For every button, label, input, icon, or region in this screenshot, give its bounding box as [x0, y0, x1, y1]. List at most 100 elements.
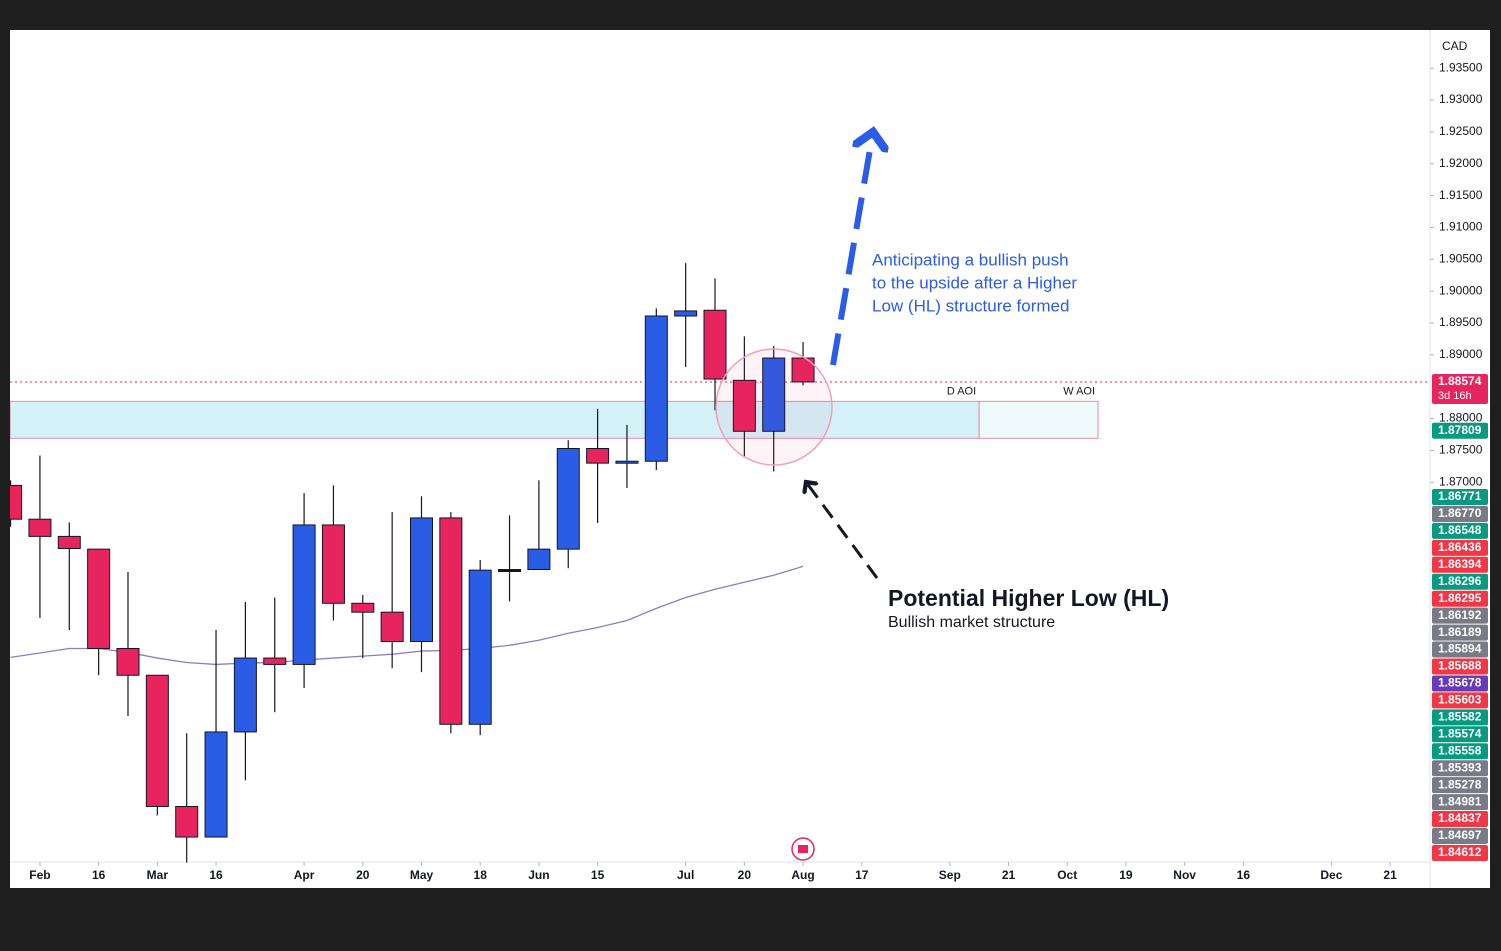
zone-label: D AOI — [947, 385, 976, 397]
x-tick-label: Aug — [791, 868, 814, 882]
candle-body — [116, 647, 140, 676]
flag-leaf — [798, 845, 808, 853]
price-label: 1.86436 — [1438, 540, 1482, 554]
x-tick-label: 16 — [209, 868, 223, 882]
x-tick-label: 20 — [356, 868, 370, 882]
x-tick-label: Apr — [294, 868, 315, 882]
price-label-box — [1432, 522, 1488, 539]
candle-body — [644, 315, 668, 462]
candle-body — [439, 517, 463, 725]
candle-body — [732, 379, 756, 432]
candle-body — [263, 657, 287, 665]
price-label-box — [1432, 777, 1488, 794]
plot-area — [10, 263, 1430, 863]
price-label: 1.85894 — [1438, 642, 1482, 656]
price-label: 1.84697 — [1438, 828, 1482, 842]
candle-body — [380, 611, 404, 642]
annotation-text: Anticipating a bullish push — [872, 250, 1069, 269]
price-label-box — [1432, 556, 1488, 573]
candle-body — [468, 569, 492, 725]
x-tick-label: May — [410, 868, 434, 882]
y-tick-label: 1.91000 — [1439, 220, 1483, 234]
price-label-box — [1432, 658, 1488, 675]
candle-body — [791, 357, 815, 383]
aoi-zone — [10, 400, 980, 439]
aoi-zone — [978, 400, 1099, 439]
price-label-box — [1432, 794, 1488, 811]
price-label: 1.86189 — [1438, 625, 1482, 639]
price-label-box — [1432, 489, 1488, 505]
y-tick-label: 1.91500 — [1439, 188, 1483, 202]
price-label: 1.86770 — [1438, 506, 1482, 520]
y-tick-label: 1.89500 — [1439, 315, 1483, 329]
y-tick-label: 1.87500 — [1439, 443, 1483, 457]
x-tick-label: 15 — [591, 868, 605, 882]
x-tick-label: Oct — [1057, 868, 1077, 882]
candle-body — [10, 484, 23, 520]
price-label-box — [1432, 422, 1488, 439]
x-tick-label: Jul — [677, 868, 694, 882]
price-label-box — [1432, 539, 1488, 556]
price-label: 1.86296 — [1438, 574, 1482, 588]
zone-label: W AOI — [1063, 385, 1095, 397]
candle-body — [57, 535, 81, 549]
price-label-box — [1432, 624, 1488, 641]
price-label: 1.85678 — [1438, 676, 1482, 690]
x-tick-label: Nov — [1173, 868, 1196, 882]
candle-body — [556, 447, 580, 550]
candle-body — [615, 460, 639, 464]
price-label-box — [1432, 692, 1488, 709]
y-tick-label: 1.92000 — [1439, 156, 1483, 170]
candle-body — [498, 569, 522, 573]
price-label: 1.86548 — [1438, 523, 1482, 537]
candle-body — [674, 310, 698, 317]
price-label: 1.85393 — [1438, 760, 1482, 774]
price-label: 1.88574 — [1438, 374, 1482, 388]
y-tick-label: 1.90500 — [1439, 251, 1483, 265]
price-label: 1.84612 — [1438, 845, 1482, 859]
x-tick-label: 20 — [738, 868, 752, 882]
y-tick-label: 1.93500 — [1439, 60, 1483, 74]
annotation-title: Potential Higher Low (HL) — [888, 585, 1169, 611]
price-label-box — [1432, 844, 1488, 861]
price-label-box — [1432, 373, 1488, 404]
candle-body — [409, 517, 434, 642]
price-countdown: 3d 16h — [1438, 390, 1472, 402]
candle-body — [233, 657, 257, 733]
moving-average — [10, 565, 804, 666]
price-label: 1.85582 — [1438, 710, 1482, 724]
candle-body — [762, 357, 786, 432]
bullish-arrow — [830, 132, 873, 366]
price-label-box — [1432, 590, 1488, 607]
x-tick-label: 21 — [1002, 868, 1016, 882]
price-label: 1.85574 — [1438, 726, 1482, 740]
candle-body — [204, 731, 228, 838]
price-label: 1.86771 — [1438, 489, 1482, 503]
x-tick-label: Jun — [528, 868, 549, 882]
hl-arrow — [806, 482, 879, 579]
price-label: 1.87809 — [1438, 423, 1482, 437]
annotation-subtitle: Bullish market structure — [888, 614, 1055, 631]
candle-body — [351, 602, 375, 613]
price-label: 1.85278 — [1438, 777, 1482, 791]
overlay: Anticipating a bullish push to the upsid… — [29, 39, 1488, 882]
candle-body — [292, 524, 316, 665]
annotation-text: to the upside after a Higher — [872, 273, 1077, 292]
x-tick-label: 16 — [92, 868, 106, 882]
x-tick-label: Feb — [29, 868, 50, 882]
candle-body — [28, 518, 52, 537]
price-label-box — [1432, 743, 1488, 760]
x-tick-label: 17 — [855, 868, 869, 882]
highlight-circle — [715, 348, 833, 466]
candle-body — [703, 309, 727, 380]
price-label-box — [1432, 607, 1488, 624]
chart-background — [10, 30, 1490, 888]
price-label-box — [1432, 726, 1488, 743]
candle-body — [527, 548, 551, 571]
y-tick-label: 1.90000 — [1439, 283, 1483, 297]
price-label-box — [1432, 709, 1488, 726]
price-label: 1.86192 — [1438, 608, 1482, 622]
candle-body — [321, 524, 345, 604]
x-tick-label: 21 — [1383, 868, 1397, 882]
price-label: 1.84837 — [1438, 811, 1482, 825]
